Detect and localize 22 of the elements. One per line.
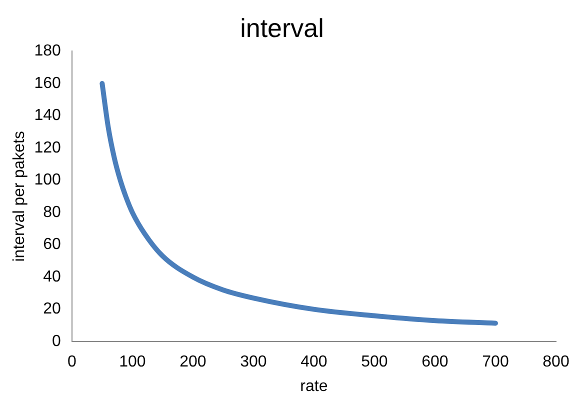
y-tick-label: 80 — [43, 204, 61, 221]
y-tick-label: 20 — [43, 300, 61, 318]
x-tick-label: 400 — [300, 354, 328, 371]
x-tick-label: 200 — [180, 354, 206, 371]
x-axis-title: rate — [300, 378, 328, 395]
y-tick-label: 40 — [43, 268, 61, 286]
x-tick-label: 0 — [67, 354, 76, 371]
x-tick-label: 300 — [240, 354, 267, 371]
x-tick-label: 700 — [482, 354, 509, 371]
y-tick-label: 120 — [34, 139, 61, 156]
y-axis-title: interval per pakets — [11, 131, 28, 262]
y-tick-label: 60 — [43, 236, 61, 254]
y-tick-label: 140 — [34, 107, 61, 124]
x-tick-label: 500 — [361, 354, 388, 371]
y-tick-label: 100 — [34, 172, 61, 189]
y-tick-label: 180 — [34, 42, 61, 60]
x-tick-label: 100 — [119, 354, 146, 371]
y-tick-label: 0 — [52, 333, 61, 350]
x-tick-label: 600 — [422, 354, 448, 371]
x-tick-label: 800 — [542, 354, 570, 371]
y-tick-label: 160 — [34, 74, 61, 92]
chart-title: interval — [240, 12, 324, 43]
